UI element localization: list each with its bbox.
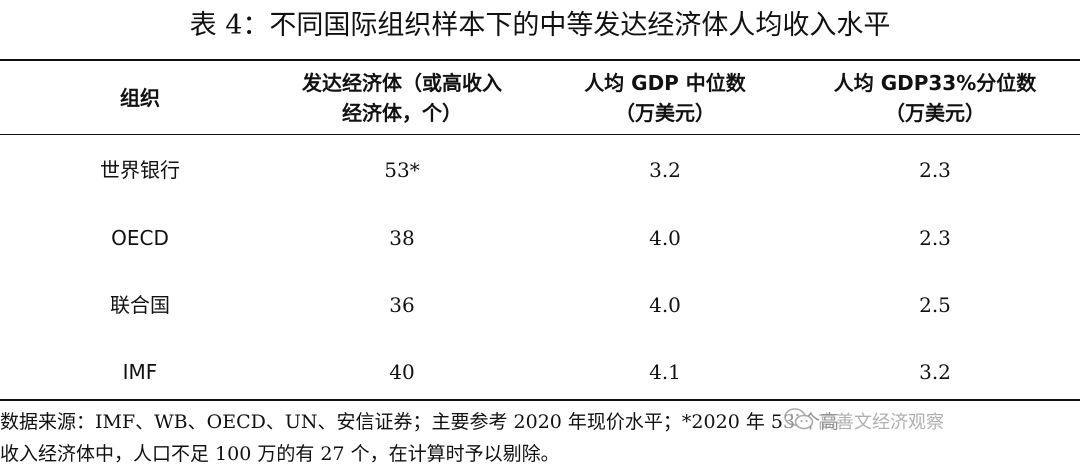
table-row-org: OECD [111,226,169,250]
header-p33-line2: （万美元） [884,101,985,125]
table-row-org: 世界银行 [100,158,180,182]
watermark: 高善文经济观察 [784,407,1064,440]
table-row-org: IMF [122,360,158,384]
table-row-median: 4.1 [649,360,681,384]
table-row-median: 4.0 [649,226,681,250]
table-title: 表 4：不同国际组织样本下的中等发达经济体人均收入水平 [189,10,891,41]
table-row-p33: 2.3 [919,226,951,250]
table-row-median: 4.0 [649,293,681,317]
bottom-rule [0,399,1080,401]
table-row-count: 36 [389,293,415,317]
watermark-text: 高善文经济观察 [818,412,944,433]
table-row-p33: 2.3 [919,158,951,182]
header-p33-line1: 人均 GDP33%分位数 [833,71,1037,95]
table-row-count: 38 [389,226,415,250]
header-count: 发达经济体（或高收入 经济体，个） [282,63,522,133]
top-rule [0,59,1080,61]
source-note-line1: 数据来源：IMF、WB、OECD、UN、安信证券；主要参考 2020 年现价水平… [0,411,840,433]
header-rule [0,134,1080,135]
wechat-icon [784,407,814,440]
header-median-line2: （万美元） [614,101,715,125]
table-row-p33: 2.5 [919,293,951,317]
header-median: 人均 GDP 中位数 （万美元） [555,63,775,133]
table-row-p33: 3.2 [919,360,951,384]
table-row-count: 53* [384,158,420,182]
header-org-line1: 组织 [120,86,160,110]
header-p33: 人均 GDP33%分位数 （万美元） [800,63,1070,133]
header-median-line1: 人均 GDP 中位数 [584,71,746,95]
table-row-org: 联合国 [110,293,170,317]
header-count-line2: 经济体，个） [342,101,462,125]
source-note-line2: 收入经济体中，人口不足 100 万的有 27 个，在计算时予以剔除。 [0,443,560,465]
table-row-count: 40 [389,360,415,384]
header-count-line1: 发达经济体（或高收入 [302,71,502,95]
header-org: 组织 [40,63,240,133]
table-row-median: 3.2 [649,158,681,182]
